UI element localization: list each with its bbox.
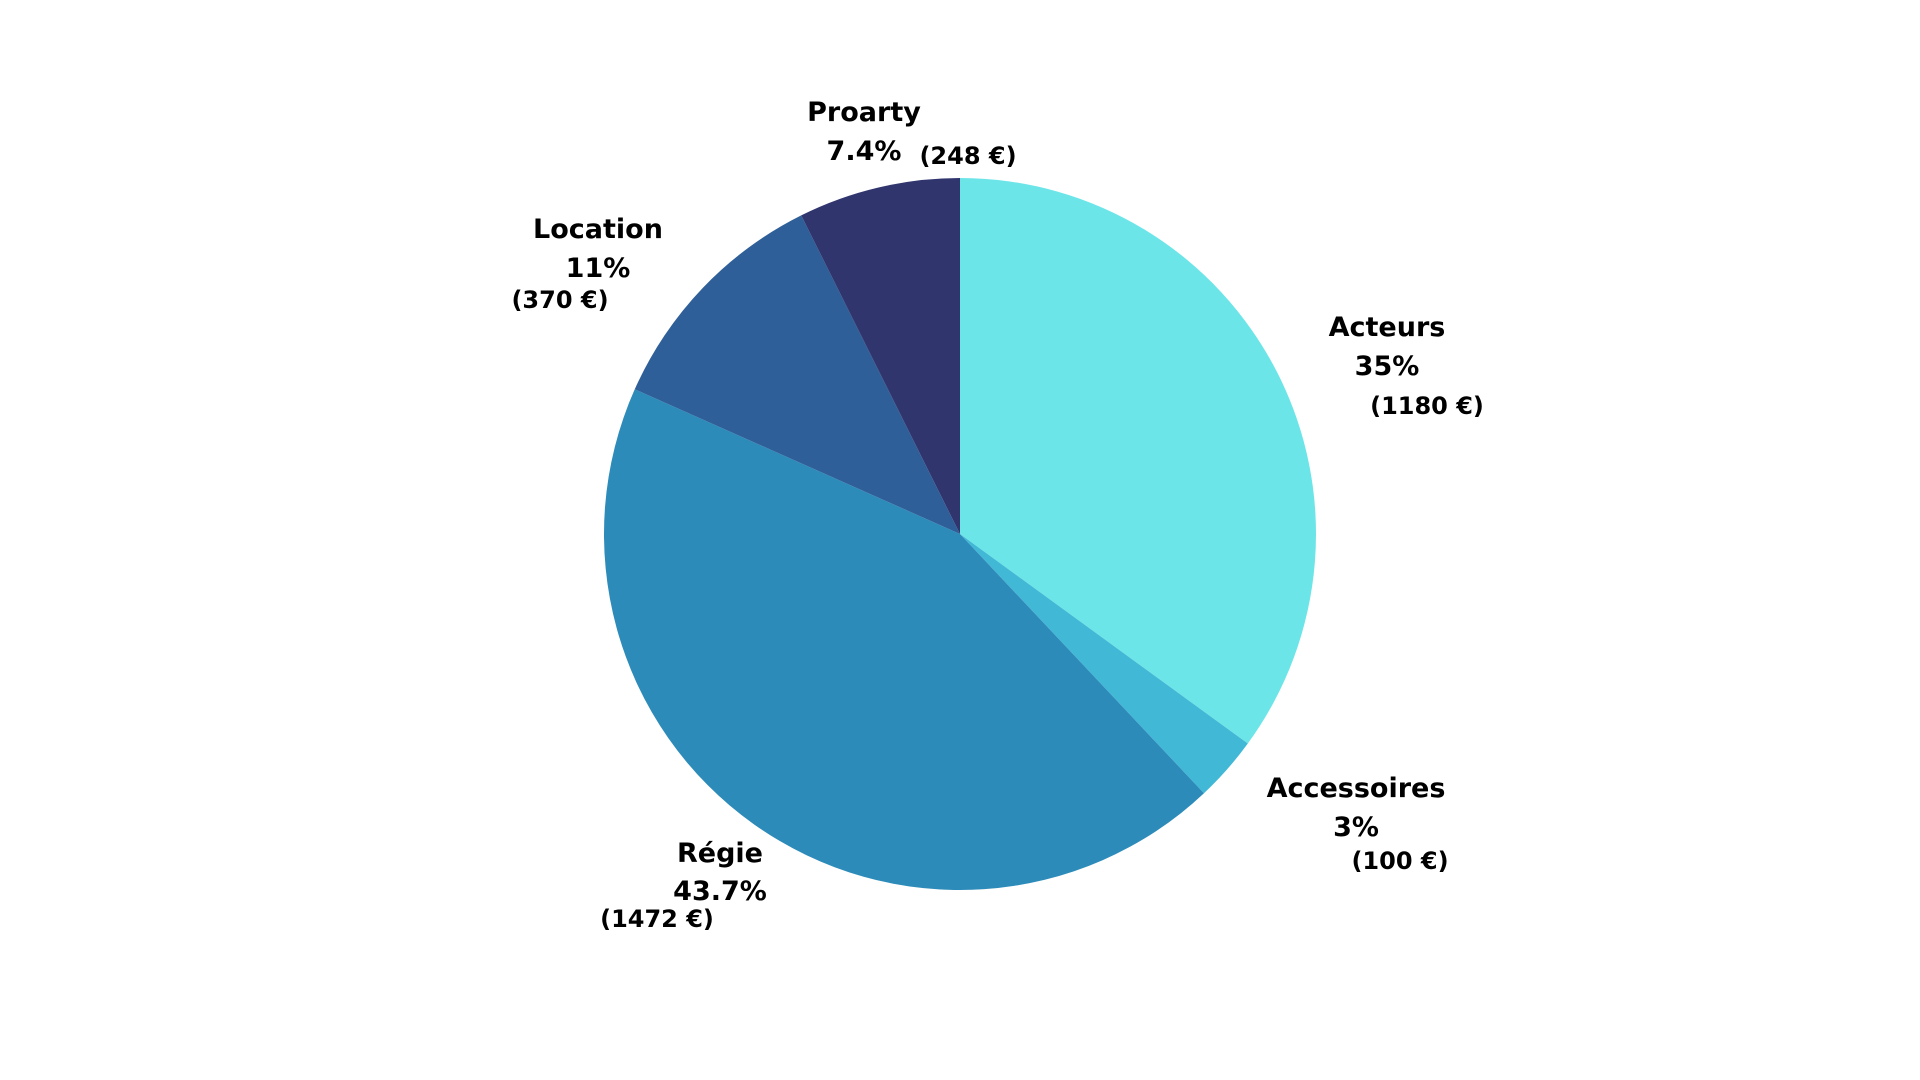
pie-labels: Acteurs 35% (1180 €) Accessoires 3% (100… [511, 97, 1483, 933]
pie-slice-acteurs [960, 178, 1316, 744]
slice-label-name-location: Location [533, 214, 663, 245]
slice-label-name-regie: Régie [677, 838, 763, 869]
pie-slice-location [634, 215, 960, 534]
slice-label-percent-acteurs: 35% [1355, 351, 1420, 382]
slice-label-name-acteurs: Acteurs [1329, 312, 1446, 343]
slice-label-value-location: (370 €) [511, 286, 608, 314]
slice-label-name-accessoires: Accessoires [1267, 773, 1446, 804]
slice-label-value-regie: (1472 €) [600, 905, 714, 933]
slice-label-value-accessoires: (100 €) [1351, 847, 1448, 875]
slice-label-value-acteurs: (1180 €) [1370, 392, 1484, 420]
pie-slices [603, 178, 1316, 891]
pie-slice-accessoires [960, 534, 1248, 794]
slice-label-percent-regie: 43.7% [673, 876, 767, 907]
slice-label-percent-proarty: 7.4% [827, 136, 902, 167]
pie-slice-proarty [801, 178, 960, 534]
slice-label-value-proarty: (248 €) [919, 142, 1016, 170]
slice-label-percent-accessoires: 3% [1333, 812, 1379, 843]
pie-slice-regie [603, 389, 1204, 891]
slice-label-name-proarty: Proarty [807, 97, 921, 128]
slice-label-percent-location: 11% [566, 253, 631, 284]
